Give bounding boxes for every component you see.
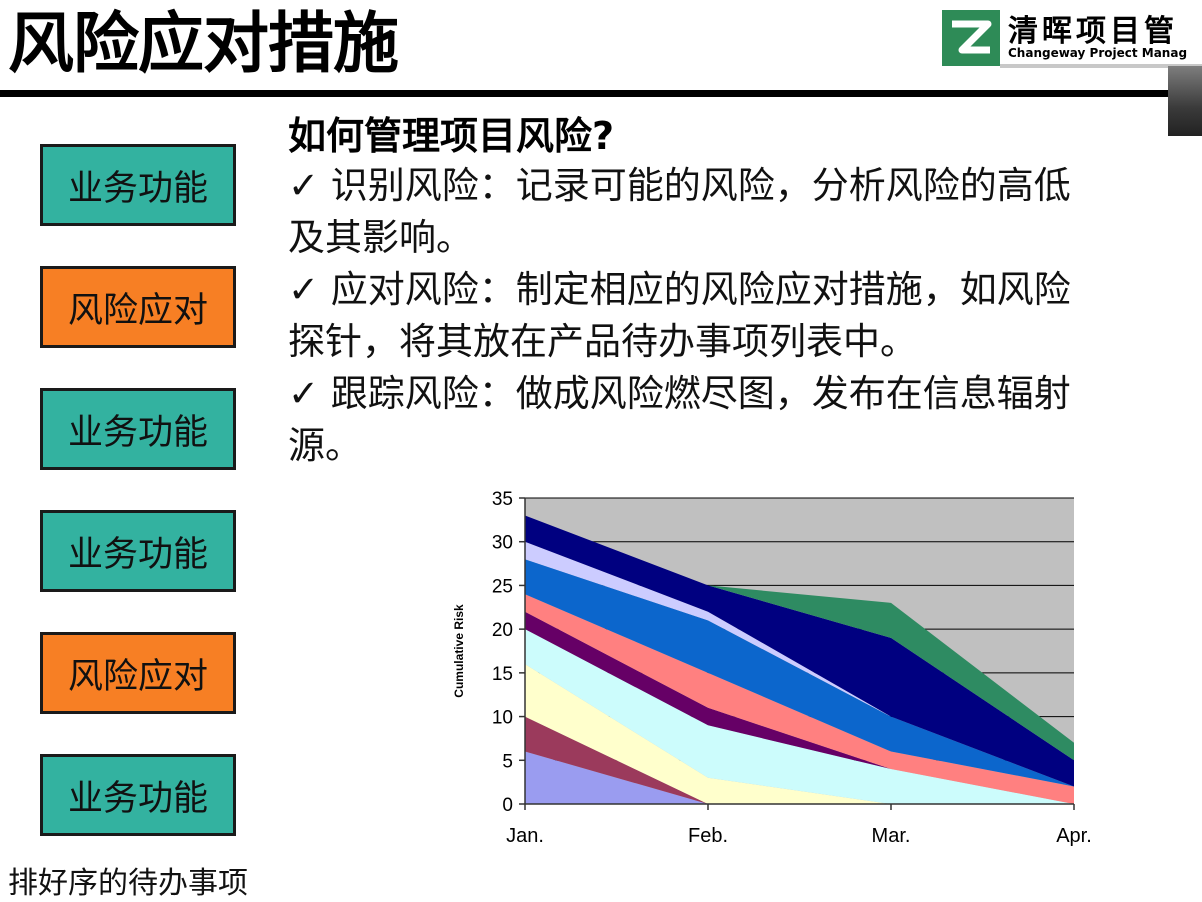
backlog-item-label: 业务功能	[67, 412, 208, 453]
content-line-1: ✓ 识别风险：记录可能的风险，分析风险的高低	[288, 164, 1071, 207]
backlog-item-2: 风险应对	[40, 266, 236, 348]
y-tick-label: 20	[492, 620, 513, 641]
y-tick-label: 15	[492, 664, 513, 685]
area-series-8	[525, 541, 1074, 787]
content-line-2: 及其影响。	[288, 216, 473, 259]
x-tick-label: Apr.	[1056, 825, 1092, 847]
area-series-7	[525, 559, 1074, 787]
backlog-item-5: 风险应对	[40, 632, 236, 714]
backlog-item-6: 业务功能	[40, 754, 236, 836]
x-tick-label: Jan.	[506, 825, 544, 847]
backlog-item-label: 业务功能	[67, 534, 208, 575]
backlog-item-label: 风险应对	[67, 290, 208, 331]
logo-name-cn: 清晖项目管	[1008, 14, 1178, 49]
backlog-item-label: 风险应对	[67, 656, 208, 697]
backlog-caption: 排好序的待办事项	[8, 866, 248, 901]
content-line-4: 探针，将其放在产品待办事项列表中。	[288, 320, 917, 363]
risk-burndown-chart: 0 5 10 15 20 25 30 35 Jan. Feb. Mar. Apr. Cumulative…	[452, 489, 1092, 847]
y-tick-label: 0	[502, 795, 513, 816]
backlog-item-3: 业务功能	[40, 388, 236, 470]
slide-title: 风险应对措施	[8, 5, 399, 82]
logo-underline	[1000, 64, 1202, 68]
area-series-6	[525, 594, 1074, 804]
company-logo: 清晖项目管 Changeway Project Manag	[940, 4, 1202, 68]
y-tick-label: 25	[492, 576, 513, 597]
content-line-3: ✓ 应对风险：制定相应的风险应对措施，如风险	[288, 268, 1071, 311]
company-logo-icon	[942, 10, 1000, 66]
presenter-video-thumbnail	[1168, 66, 1202, 136]
y-tick-label: 5	[502, 751, 513, 772]
area-series-4	[525, 629, 1074, 804]
content-line-5: ✓ 跟踪风险：做成风险燃尽图，发布在信息辐射	[288, 372, 1071, 415]
x-tick-label: Feb.	[688, 825, 728, 847]
backlog-item-label: 业务功能	[67, 778, 208, 819]
backlog-item-label: 业务功能	[67, 168, 208, 209]
content-line-6: 源。	[288, 424, 362, 467]
area-series-9	[525, 515, 1074, 787]
backlog-item-4: 业务功能	[40, 510, 236, 592]
x-tick-label: Mar.	[872, 825, 911, 847]
title-divider	[0, 90, 1202, 97]
y-axis-label: Cumulative Risk	[452, 604, 466, 698]
logo-name-en: Changeway Project Manag	[1008, 46, 1188, 60]
y-tick-label: 30	[492, 533, 513, 554]
backlog-item-1: 业务功能	[40, 144, 236, 226]
section-heading: 如何管理项目风险?	[288, 114, 615, 158]
y-tick-label: 35	[492, 489, 513, 510]
area-series-3	[525, 664, 1074, 804]
y-tick-label: 10	[492, 708, 513, 729]
